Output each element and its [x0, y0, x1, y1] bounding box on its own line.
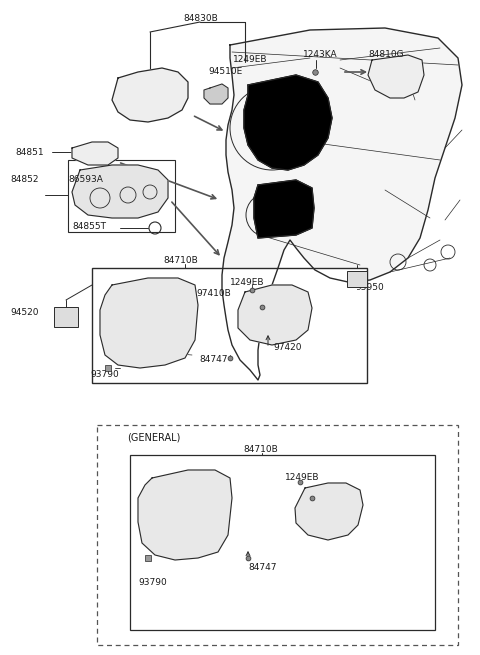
Text: 94510E: 94510E	[208, 67, 242, 76]
Bar	[97, 425, 458, 645]
Bar	[92, 268, 367, 383]
Text: 84747: 84747	[199, 355, 228, 364]
Text: 97420: 97420	[273, 343, 301, 352]
Text: 84852: 84852	[10, 175, 38, 184]
Text: 1249EB: 1249EB	[285, 473, 320, 482]
Text: 84747: 84747	[248, 563, 276, 572]
Bar	[130, 455, 435, 630]
Text: 1243KA: 1243KA	[303, 50, 337, 59]
Bar	[68, 160, 175, 232]
Polygon shape	[222, 28, 462, 380]
Polygon shape	[368, 55, 424, 98]
Text: 97410B: 97410B	[196, 289, 231, 298]
FancyBboxPatch shape	[347, 271, 367, 287]
Text: 95950: 95950	[355, 283, 384, 292]
Polygon shape	[72, 142, 118, 165]
Text: 93790: 93790	[138, 578, 167, 587]
Text: 86593A: 86593A	[68, 175, 103, 184]
Text: 1249EB: 1249EB	[305, 487, 339, 496]
Polygon shape	[204, 84, 228, 104]
Polygon shape	[254, 180, 314, 238]
Text: (GENERAL): (GENERAL)	[127, 432, 180, 442]
FancyBboxPatch shape	[54, 307, 78, 327]
Text: 94520: 94520	[10, 308, 38, 317]
Text: 93790: 93790	[90, 370, 119, 379]
Text: 1249EB: 1249EB	[233, 55, 267, 64]
Text: 84851: 84851	[15, 148, 44, 157]
Text: 1249EB: 1249EB	[230, 278, 264, 287]
Polygon shape	[72, 165, 168, 218]
Polygon shape	[112, 68, 188, 122]
Text: 84710B: 84710B	[243, 445, 278, 454]
Text: 84810G: 84810G	[368, 50, 404, 59]
Polygon shape	[100, 278, 198, 368]
Text: 84855T: 84855T	[72, 222, 106, 231]
Polygon shape	[238, 285, 312, 345]
Text: 1249EB: 1249EB	[256, 299, 290, 308]
Text: 84710B: 84710B	[163, 256, 198, 265]
Polygon shape	[138, 470, 232, 560]
Text: 84830B: 84830B	[183, 14, 218, 23]
Polygon shape	[295, 483, 363, 540]
Polygon shape	[244, 75, 332, 170]
